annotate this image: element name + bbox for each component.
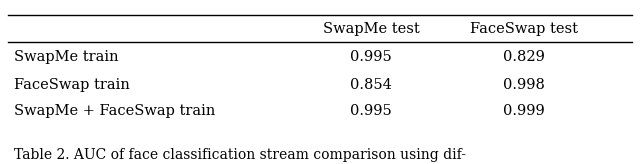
Text: 0.999: 0.999: [503, 104, 545, 118]
Text: SwapMe test: SwapMe test: [323, 22, 419, 36]
Text: 0.829: 0.829: [503, 50, 545, 64]
Text: 0.998: 0.998: [503, 78, 545, 92]
Text: SwapMe train: SwapMe train: [14, 50, 119, 64]
Text: SwapMe + FaceSwap train: SwapMe + FaceSwap train: [14, 104, 216, 118]
Text: 0.995: 0.995: [350, 104, 392, 118]
Text: FaceSwap test: FaceSwap test: [470, 22, 578, 36]
Text: 0.854: 0.854: [350, 78, 392, 92]
Text: 0.995: 0.995: [350, 50, 392, 64]
Text: Table 2. AUC of face classification stream comparison using dif-: Table 2. AUC of face classification stre…: [14, 148, 466, 162]
Text: FaceSwap train: FaceSwap train: [14, 78, 130, 92]
